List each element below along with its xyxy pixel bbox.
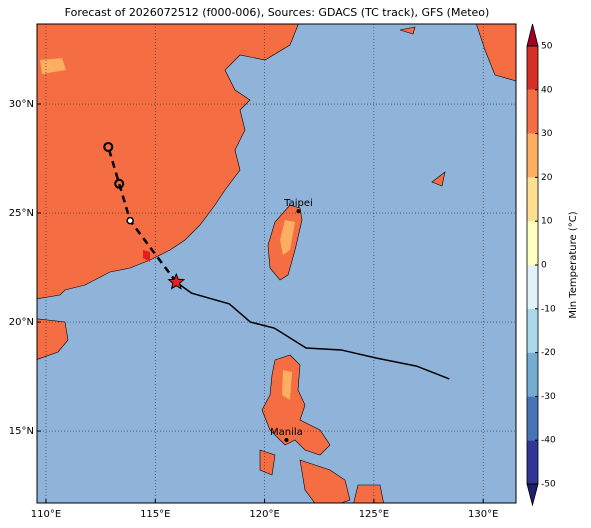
city-marker: [284, 437, 289, 442]
mindoro: [259, 449, 276, 476]
island: [431, 171, 446, 187]
island: [399, 26, 416, 35]
x-tick-label: 115°E: [140, 509, 170, 520]
colorbar-tick-label: -20: [541, 348, 556, 358]
colorbar-segment: [527, 89, 538, 134]
forecast-point: [103, 141, 114, 152]
colorbar-tick-label: -50: [541, 480, 556, 490]
colorbar-segment: [527, 221, 538, 265]
y-tick-label: 30°N: [9, 99, 34, 110]
city-marker: [296, 209, 301, 214]
warm-patch: [282, 370, 292, 400]
colorbar-segment: [527, 440, 538, 484]
colorbar-tick-label: 30: [541, 129, 553, 139]
colorbar-tick-label: 20: [541, 173, 553, 183]
colorbar-segment: [527, 177, 538, 222]
track-observed: [175, 281, 450, 380]
colorbar-extend-under: [526, 483, 539, 507]
colorbar-tick-label: -10: [541, 304, 556, 314]
colorbar-segment: [527, 352, 538, 397]
colorbar-tick-label: 50: [541, 42, 553, 52]
colorbar-tick-label: -30: [541, 392, 556, 402]
colorbar-tick-label: -40: [541, 436, 556, 446]
map-frame: [36, 23, 517, 504]
warm-patch: [40, 58, 66, 74]
land: [37, 24, 516, 503]
hot-patch: [143, 250, 150, 262]
y-tick-label: 15°N: [9, 426, 34, 437]
colorbar-segment: [527, 265, 538, 309]
forecast-point: [114, 178, 125, 189]
colorbar-tick-label: 40: [541, 85, 553, 95]
y-tick-label: 25°N: [9, 208, 34, 219]
x-tick-label: 125°E: [359, 509, 389, 520]
colorbar-segment: [527, 308, 538, 353]
colorbar-tick-label: 10: [541, 217, 553, 227]
current-position: [167, 272, 186, 290]
y-tick-label: 20°N: [9, 317, 34, 328]
city-label: Manila: [270, 427, 303, 438]
mainland: [37, 24, 299, 300]
colorbar-segment: [527, 396, 538, 441]
forecast-point: [126, 216, 134, 225]
city-label: Taipei: [283, 198, 313, 209]
colorbar-segment: [527, 133, 538, 178]
x-tick-label: 120°E: [249, 509, 279, 520]
colorbar-label: Min Temperature (°C): [568, 211, 579, 318]
colorbar-tick-label: 0: [541, 261, 547, 271]
warm-patch: [280, 220, 295, 255]
x-tick-label: 110°E: [31, 509, 61, 520]
hainan: [37, 318, 69, 360]
visayas: [299, 459, 351, 503]
x-tick-label: 130°E: [468, 509, 498, 520]
track-forecast: [107, 146, 178, 283]
chart-title: Forecast of 2026072512 (f000-006), Sourc…: [65, 6, 490, 19]
overlay: Taipei Manila: [37, 24, 516, 503]
colorbar-extend-over: [526, 23, 539, 47]
samar: [353, 484, 384, 503]
colorbar-segment: [527, 46, 538, 90]
